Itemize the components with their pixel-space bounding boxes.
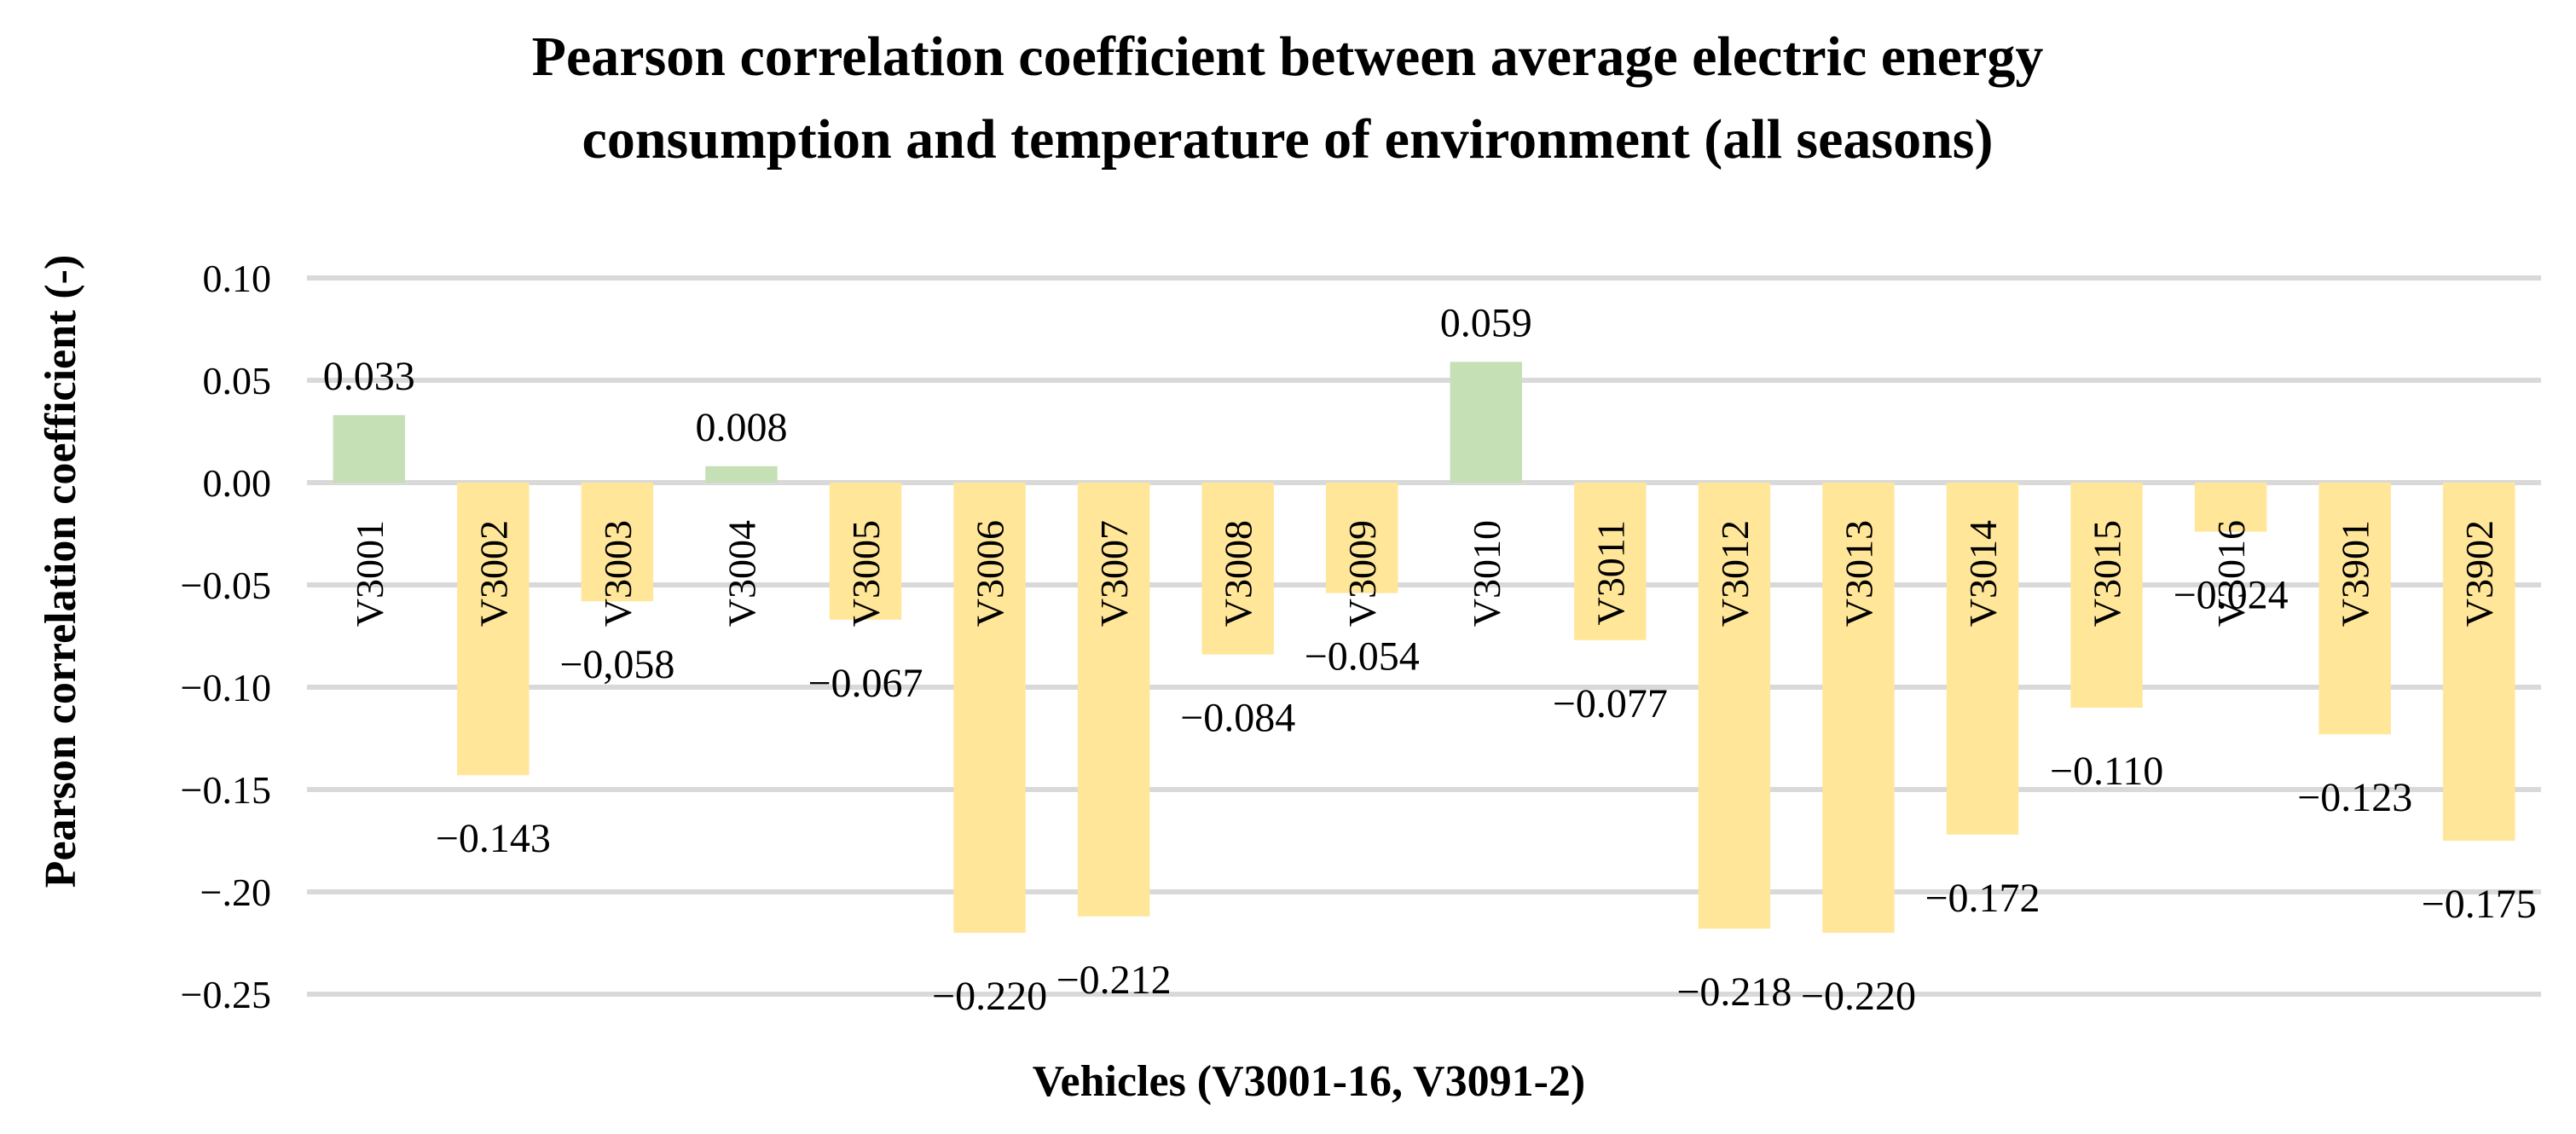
data-label: 0.008 <box>695 405 787 450</box>
bar <box>2194 483 2267 532</box>
category-label: V3006 <box>969 520 1012 627</box>
category-label: V3004 <box>720 520 763 627</box>
data-label: 0.059 <box>1440 300 1532 345</box>
data-label: −0.123 <box>2297 775 2412 820</box>
data-label: −0.084 <box>1180 696 1295 741</box>
y-tick-label: −.20 <box>200 871 271 914</box>
category-label: V3012 <box>1713 520 1757 627</box>
category-label: V3013 <box>1837 520 1880 627</box>
data-label: −0.212 <box>1056 958 1172 1003</box>
bars <box>333 362 2515 933</box>
y-tick-label: 0.00 <box>203 461 272 505</box>
y-tick-label: −0.15 <box>181 768 271 812</box>
bar <box>2443 483 2515 841</box>
category-label: V3015 <box>2086 520 2129 627</box>
y-axis-title: Pearson correlation coefficient (-) <box>37 255 85 888</box>
y-tick-label: −0.05 <box>181 564 271 607</box>
data-label: −0.143 <box>436 816 551 861</box>
category-label: V3003 <box>596 520 640 627</box>
data-label: −0.218 <box>1676 969 1792 1015</box>
bar <box>829 483 902 620</box>
data-label: −0.172 <box>1925 876 2040 921</box>
x-axis-title: Vehicles (V3001-16, V3091-2) <box>1033 1057 1586 1106</box>
y-tick-label: 0.10 <box>203 257 272 300</box>
bar <box>1326 483 1398 593</box>
category-label: V3007 <box>1092 520 1136 627</box>
category-label: V3002 <box>472 520 515 627</box>
data-label: −0.220 <box>1801 974 1916 1019</box>
chart-title-line-2: consumption and temperature of environme… <box>582 108 1994 171</box>
category-labels: V3001 V3002 V3003 V3004 V3005 V3006 V3007 V3008… <box>348 520 2501 627</box>
data-label: 0.033 <box>323 354 415 399</box>
bar <box>2070 483 2143 708</box>
bar <box>1450 362 1522 483</box>
bar <box>1822 483 1895 933</box>
y-tick-label: −0.10 <box>181 666 271 709</box>
data-label: −0.024 <box>2174 573 2289 618</box>
data-label: −0.054 <box>1305 634 1420 680</box>
bar <box>1201 483 1274 655</box>
bar <box>705 466 778 483</box>
bar <box>333 414 405 483</box>
bar <box>2318 483 2391 735</box>
y-tick-label: −0.25 <box>181 973 271 1016</box>
bar <box>457 483 530 776</box>
chart-title-line-1: Pearson correlation coefficient between … <box>532 26 2044 88</box>
y-tick-label: 0.05 <box>203 359 272 402</box>
y-axis-ticks: 0.10 0.05 0.00 −0.05 −0.10 −0.15 −.20 −0.25 <box>181 257 271 1016</box>
category-label: V3016 <box>2209 520 2253 627</box>
category-label: V3001 <box>348 520 391 627</box>
data-label: −0,058 <box>559 642 674 687</box>
data-label: −0.067 <box>808 661 923 706</box>
gridlines <box>307 275 2541 997</box>
bar <box>953 483 1026 933</box>
category-label: V3008 <box>1217 520 1260 627</box>
bar <box>1946 483 2019 835</box>
category-label: V3011 <box>1589 520 1632 626</box>
category-label: V3014 <box>1961 520 2005 627</box>
category-label: V3901 <box>2334 520 2377 627</box>
data-label: −0.220 <box>932 974 1047 1019</box>
category-label: V3009 <box>1340 520 1384 627</box>
bar <box>1698 483 1771 929</box>
data-label: −0.110 <box>2050 749 2163 794</box>
bar <box>1574 483 1647 640</box>
category-label: V3005 <box>844 520 888 627</box>
bar <box>581 483 654 602</box>
category-label: V3902 <box>2457 520 2501 627</box>
category-label: V3010 <box>1465 520 1508 627</box>
data-label: −0.077 <box>1553 681 1668 726</box>
data-label: −0.175 <box>2422 882 2537 927</box>
bar <box>1077 483 1150 917</box>
